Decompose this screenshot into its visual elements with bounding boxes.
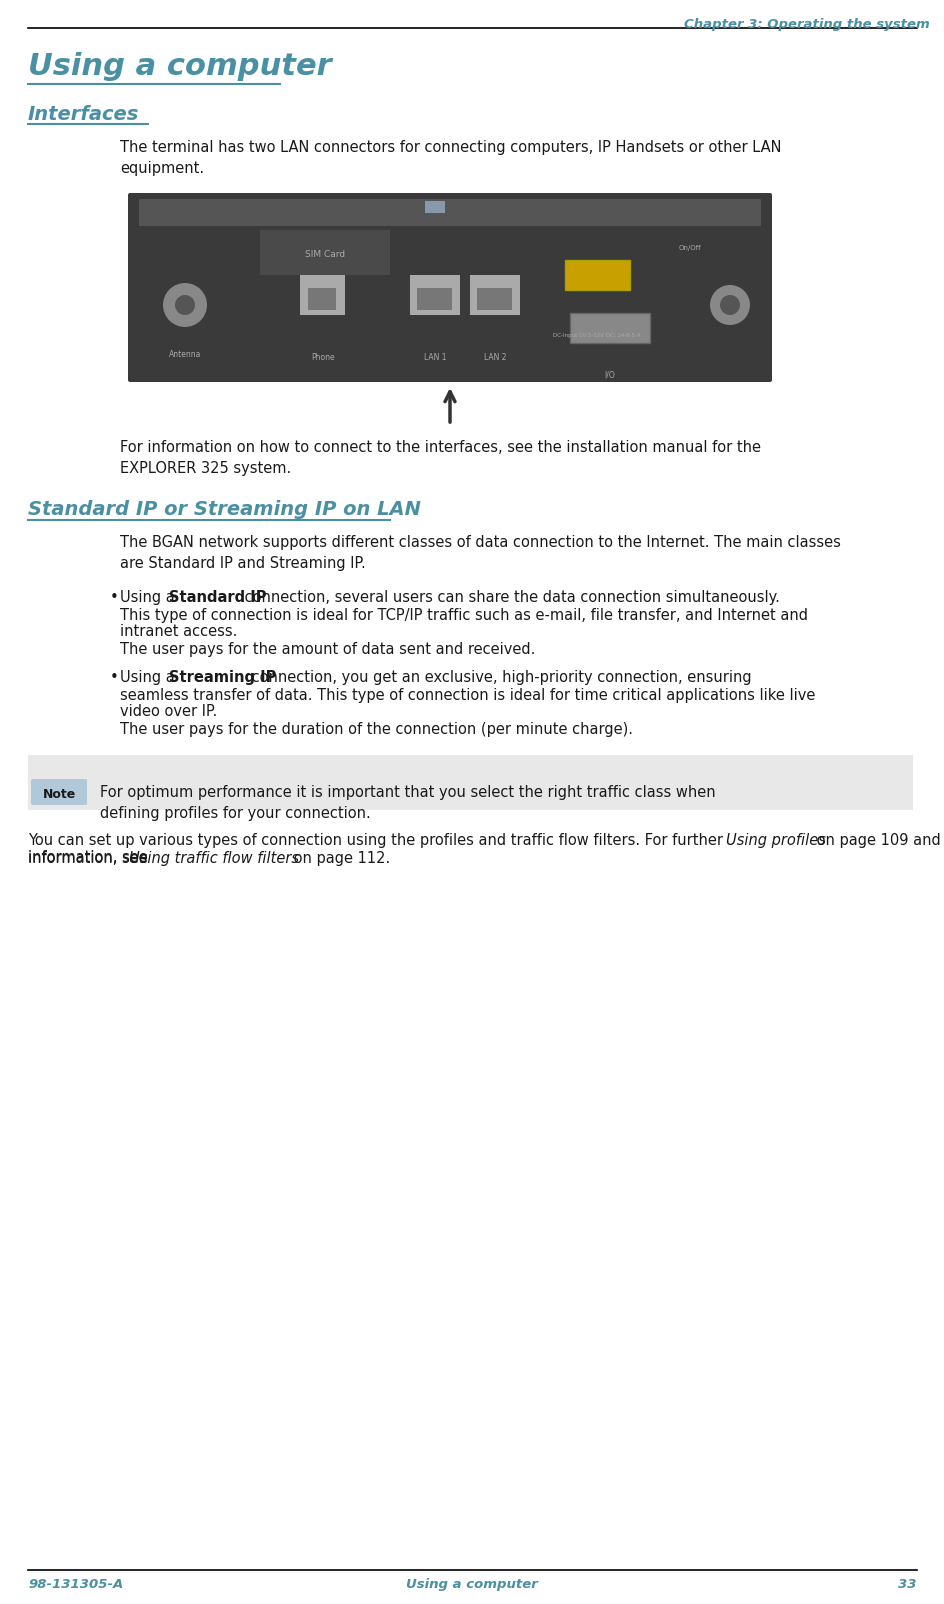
Text: 33: 33 (898, 1578, 916, 1591)
Text: The BGAN network supports different classes of data connection to the Internet. : The BGAN network supports different clas… (120, 536, 840, 571)
FancyBboxPatch shape (416, 289, 451, 310)
Text: connection, you get an exclusive, high-priority connection, ensuring: connection, you get an exclusive, high-p… (246, 670, 750, 685)
FancyBboxPatch shape (139, 199, 760, 226)
Text: On/Off: On/Off (678, 245, 700, 250)
Circle shape (709, 286, 750, 326)
Text: 98-131305-A: 98-131305-A (28, 1578, 123, 1591)
Text: intranet access.: intranet access. (120, 624, 237, 638)
Text: seamless transfer of data. This type of connection is ideal for time critical ap: seamless transfer of data. This type of … (120, 688, 815, 703)
Text: on page 112.: on page 112. (289, 852, 390, 866)
FancyBboxPatch shape (28, 755, 912, 810)
Text: Interfaces: Interfaces (28, 104, 139, 124)
FancyBboxPatch shape (308, 289, 336, 310)
Text: LAN 2: LAN 2 (483, 353, 506, 363)
Text: The user pays for the amount of data sent and received.: The user pays for the amount of data sen… (120, 642, 535, 658)
Text: DC-Input 10.5-32V DC, 14-6.5 A: DC-Input 10.5-32V DC, 14-6.5 A (552, 334, 640, 338)
Text: Standard IP or Streaming IP on LAN: Standard IP or Streaming IP on LAN (28, 500, 421, 520)
Text: Standard IP: Standard IP (169, 590, 266, 605)
FancyBboxPatch shape (31, 780, 87, 805)
Text: Using profiles: Using profiles (725, 832, 825, 849)
Text: •: • (110, 590, 119, 605)
Text: Using a computer: Using a computer (28, 51, 331, 80)
Text: LAN 1: LAN 1 (423, 353, 446, 363)
Text: Using a: Using a (120, 670, 179, 685)
Circle shape (162, 282, 207, 327)
Text: You can set up various types of connection using the profiles and traffic flow f: You can set up various types of connecti… (28, 832, 722, 866)
FancyBboxPatch shape (425, 200, 445, 213)
Text: connection, several users can share the data connection simultaneously.: connection, several users can share the … (240, 590, 780, 605)
Text: SIM Card: SIM Card (305, 250, 345, 258)
FancyBboxPatch shape (477, 289, 512, 310)
FancyBboxPatch shape (469, 274, 519, 314)
Text: on page 109 and: on page 109 and (811, 832, 944, 849)
Text: For optimum performance it is important that you select the right traffic class : For optimum performance it is important … (100, 784, 715, 821)
Text: Antenna: Antenna (169, 350, 201, 359)
FancyBboxPatch shape (299, 274, 345, 314)
Text: information, see: information, see (28, 852, 152, 866)
Text: The user pays for the duration of the connection (per minute charge).: The user pays for the duration of the co… (120, 722, 632, 736)
Text: Using traffic flow filters: Using traffic flow filters (129, 852, 299, 866)
Text: Chapter 3: Operating the system: Chapter 3: Operating the system (683, 18, 929, 30)
Text: I/O: I/O (604, 371, 615, 379)
Text: For information on how to connect to the interfaces, see the installation manual: For information on how to connect to the… (120, 439, 760, 476)
FancyBboxPatch shape (260, 229, 390, 274)
Text: Streaming IP: Streaming IP (169, 670, 277, 685)
Text: video over IP.: video over IP. (120, 704, 217, 719)
Text: The terminal has two LAN connectors for connecting computers, IP Handsets or oth: The terminal has two LAN connectors for … (120, 140, 781, 176)
FancyBboxPatch shape (127, 192, 771, 382)
Text: •: • (110, 670, 119, 685)
FancyBboxPatch shape (410, 274, 460, 314)
Text: Using a computer: Using a computer (406, 1578, 537, 1591)
Text: This type of connection is ideal for TCP/IP traffic such as e-mail, file transfe: This type of connection is ideal for TCP… (120, 608, 807, 622)
FancyBboxPatch shape (569, 313, 649, 343)
Circle shape (175, 295, 194, 314)
Circle shape (719, 295, 739, 314)
Text: Note: Note (42, 788, 76, 800)
Text: Phone: Phone (311, 353, 334, 363)
FancyBboxPatch shape (565, 260, 630, 290)
Text: Using a: Using a (120, 590, 179, 605)
